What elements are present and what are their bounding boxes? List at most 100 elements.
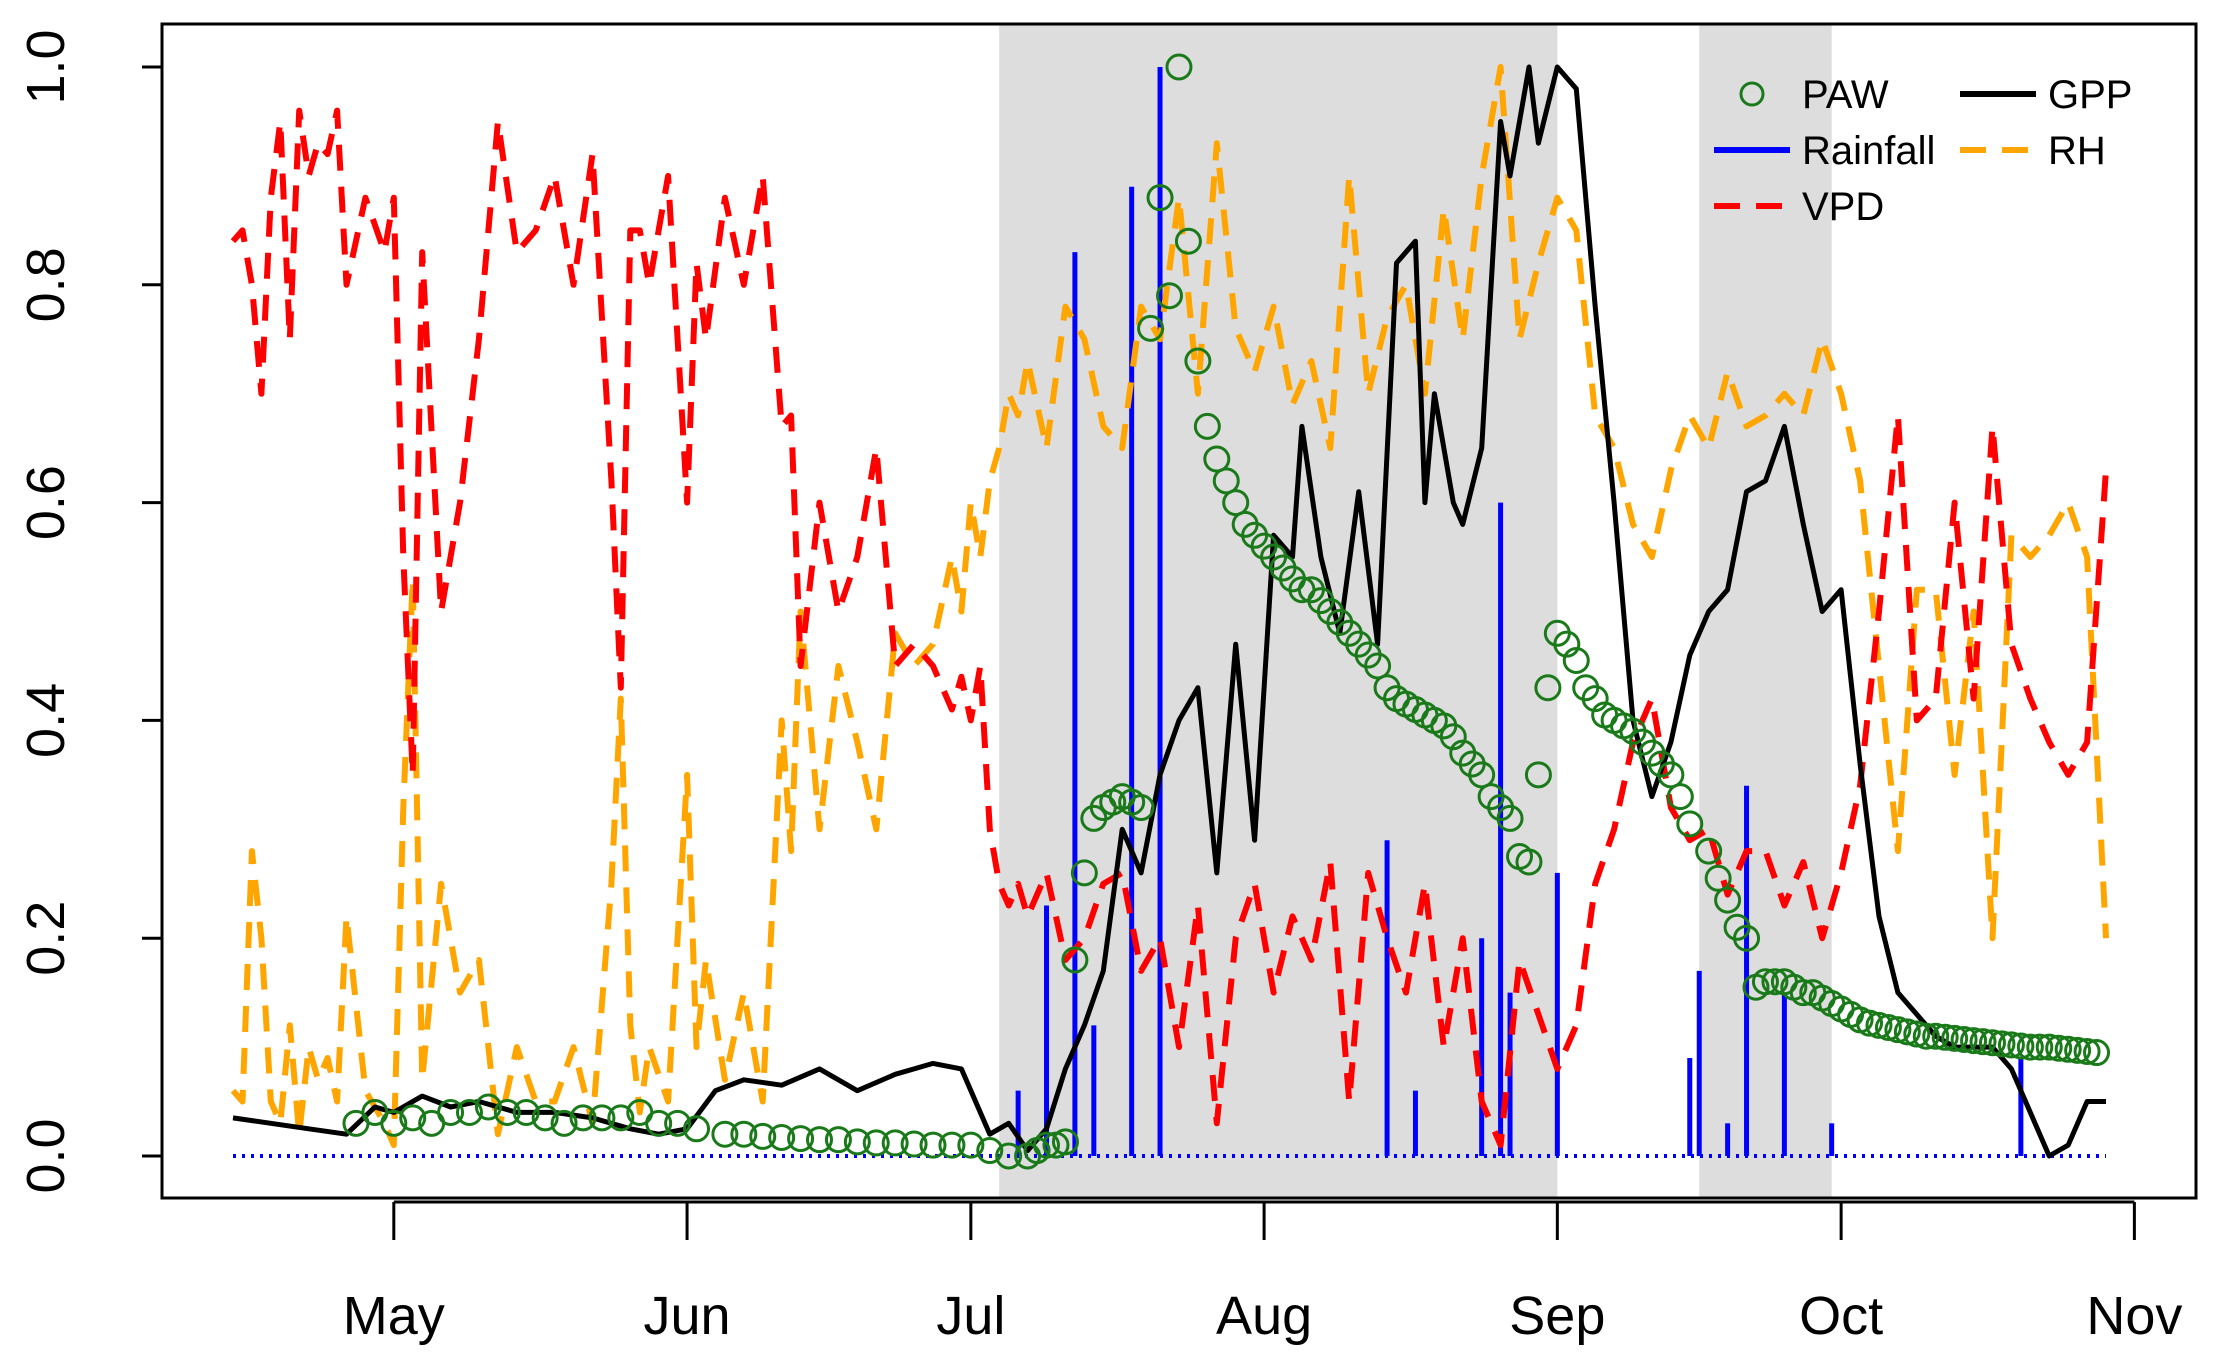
paw-point: [1203, 445, 1231, 473]
paw-point: [1156, 282, 1183, 310]
paw-point: [1761, 968, 1789, 996]
paw-point: [1581, 685, 1609, 713]
paw-point: [919, 1131, 947, 1159]
paw-point: [645, 1109, 673, 1137]
paw-point: [1695, 837, 1723, 865]
paw-point: [664, 1109, 692, 1137]
paw-point: [1676, 810, 1704, 838]
paw-point: [1439, 723, 1467, 751]
legend-label: RH: [2048, 129, 2106, 173]
paw-point: [900, 1130, 928, 1158]
paw-point: [805, 1126, 833, 1154]
paw-point: [2054, 1035, 2082, 1063]
legend-label: VPD: [1802, 185, 1884, 229]
paw-point: [824, 1126, 852, 1154]
paw-point: [1997, 1031, 2025, 1059]
paw-point: [749, 1122, 777, 1150]
y-tick-label: 0.0: [16, 1118, 76, 1193]
paw-point: [938, 1131, 966, 1159]
paw-point: [588, 1104, 616, 1132]
paw-point: [1562, 647, 1590, 675]
paw-point: [569, 1104, 597, 1132]
paw-point: [2016, 1033, 2044, 1061]
paw-point: [1874, 1013, 1902, 1041]
paw-point: [493, 1098, 521, 1126]
paw-point: [1061, 946, 1089, 974]
paw-point: [1657, 761, 1685, 789]
legend-label: Rainfall: [1802, 129, 1935, 173]
paw-point: [995, 1142, 1023, 1170]
paw-point: [1912, 1022, 1940, 1050]
paw-point: [512, 1098, 540, 1126]
paw-point: [1165, 53, 1193, 81]
paw-point: [1033, 1131, 1061, 1159]
paw-point: [2035, 1033, 2063, 1061]
paw-point: [1553, 630, 1581, 658]
x-tick-label: Jul: [936, 1286, 1005, 1346]
paw-point: [1903, 1020, 1931, 1048]
rainfall-series: [233, 67, 2106, 1158]
paw-point: [1704, 864, 1732, 892]
paw-point: [607, 1104, 635, 1132]
paw-point: [1733, 924, 1761, 952]
paw-point: [380, 1109, 408, 1137]
paw-point: [711, 1120, 739, 1148]
legend-label: PAW: [1802, 73, 1889, 117]
paw-point: [683, 1115, 711, 1143]
paw-point: [1666, 783, 1694, 811]
x-tick-label: May: [343, 1286, 445, 1346]
paw-point: [1714, 886, 1742, 914]
paw-point: [1515, 848, 1543, 876]
paw-point: [1922, 1022, 1950, 1050]
x-tick-label: Jun: [644, 1286, 731, 1346]
paw-point: [1137, 314, 1165, 342]
paw-point: [1364, 652, 1392, 680]
paw-point: [1174, 227, 1202, 255]
paw-point: [862, 1129, 890, 1157]
line-series: [230, 64, 2109, 1159]
paw-point: [2045, 1034, 2073, 1062]
paw-point: [1534, 674, 1562, 702]
paw-point: [1212, 467, 1240, 495]
paw-point: [1496, 804, 1524, 832]
paw-point: [1865, 1011, 1893, 1039]
paw-point: [1988, 1030, 2016, 1058]
paw-point: [531, 1104, 559, 1132]
plot-frame: [160, 22, 2198, 1200]
paw-point: [1524, 761, 1552, 789]
y-tick-label: 0.4: [16, 683, 76, 758]
paw-point: [2007, 1032, 2035, 1060]
paw-point: [1184, 347, 1212, 375]
paw-point: [399, 1104, 427, 1132]
paw-point: [1146, 184, 1174, 212]
paw-point: [550, 1109, 578, 1137]
y-tick-label: 0.6: [16, 465, 76, 540]
paw-point: [2026, 1033, 2054, 1061]
paw-point: [1893, 1018, 1921, 1046]
paw-point: [787, 1125, 815, 1153]
paw-point: [957, 1131, 985, 1159]
paw-point: [1070, 859, 1098, 887]
paw-point: [1950, 1025, 1978, 1053]
legend: PAW GPP Rainfall RH VPD: [1714, 73, 2132, 229]
paw-point: [843, 1128, 871, 1156]
paw-point: [1051, 1128, 1079, 1156]
paw-point: [1969, 1028, 1997, 1056]
paw-point: [1127, 794, 1155, 822]
legend-label: GPP: [2048, 73, 2132, 117]
gpp-line: [232, 64, 2106, 1159]
axes: 0.0 0.2 0.4 0.6 0.8 1.0 May Jun Jul Aug Sep Oct Nov: [16, 22, 2198, 1346]
paw-point: [437, 1098, 465, 1126]
legend-symbol: [1739, 81, 1765, 107]
x-tick-label: Aug: [1216, 1286, 1312, 1346]
paw-point: [474, 1093, 502, 1121]
paw-point: [455, 1098, 483, 1126]
paw-point: [1978, 1029, 2006, 1057]
paw-point: [1193, 412, 1221, 440]
paw-point: [2083, 1039, 2111, 1067]
paw-point: [1941, 1024, 1969, 1052]
y-tick-label: 0.2: [16, 901, 76, 976]
y-tick-label: 0.8: [16, 247, 76, 322]
vpd-line: [230, 107, 2109, 1149]
